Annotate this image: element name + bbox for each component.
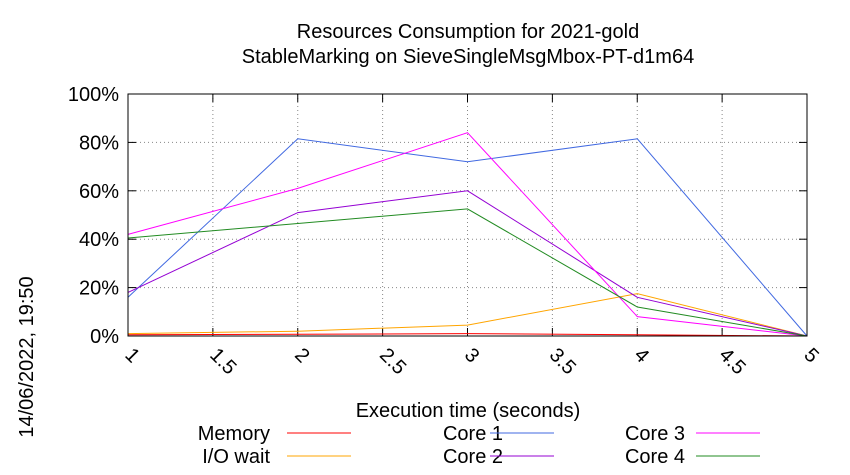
x-tick-label: 4.5 bbox=[715, 344, 750, 379]
x-tick-label: 5 bbox=[799, 344, 822, 367]
y-tick-label: 60% bbox=[79, 181, 119, 203]
x-tick-label: 4 bbox=[630, 344, 653, 367]
y-tick-label: 40% bbox=[79, 229, 119, 251]
y-tick-label: 0% bbox=[90, 326, 119, 348]
legend-label-memory: Memory bbox=[198, 423, 270, 445]
x-tick-label: 2 bbox=[290, 344, 313, 367]
x-tick-label: 3 bbox=[460, 344, 483, 367]
x-tick-label: 1.5 bbox=[205, 344, 240, 379]
x-tick-label: 2.5 bbox=[375, 344, 410, 379]
series-line-core-2 bbox=[127, 190, 808, 337]
y-axis: 0% 20% 40% 60% 80% 100% bbox=[68, 84, 807, 348]
series-lines bbox=[127, 132, 808, 337]
chart-title-line2: StableMarking on SieveSingleMsgMbox-PT-d… bbox=[242, 46, 694, 68]
y-tick-label: 80% bbox=[79, 132, 119, 154]
legend-label-i-o-wait: I/O wait bbox=[202, 446, 270, 468]
legend-label-core-1: Core 1 bbox=[443, 423, 503, 445]
plot-border bbox=[127, 93, 808, 337]
series-line-core-3 bbox=[127, 132, 808, 337]
y-tick-label: 20% bbox=[79, 278, 119, 300]
x-tick-label: 3.5 bbox=[545, 344, 580, 379]
x-axis-label: Execution time (seconds) bbox=[356, 400, 581, 422]
grid bbox=[128, 94, 807, 336]
timestamp-label: 14/06/2022, 19:50 bbox=[16, 276, 38, 437]
legend-label-core-4: Core 4 bbox=[625, 446, 685, 468]
series-line-memory bbox=[127, 333, 808, 337]
series-line-core-1 bbox=[127, 138, 808, 337]
series-line-i-o-wait bbox=[127, 293, 808, 337]
chart-title-line1: Resources Consumption for 2021-gold bbox=[297, 21, 639, 43]
legend-label-core-2: Core 2 bbox=[443, 446, 503, 468]
legend-label-core-3: Core 3 bbox=[625, 423, 685, 445]
series-line-core-4 bbox=[127, 208, 808, 337]
x-tick-label: 1 bbox=[120, 344, 143, 367]
y-tick-label: 100% bbox=[68, 84, 119, 106]
